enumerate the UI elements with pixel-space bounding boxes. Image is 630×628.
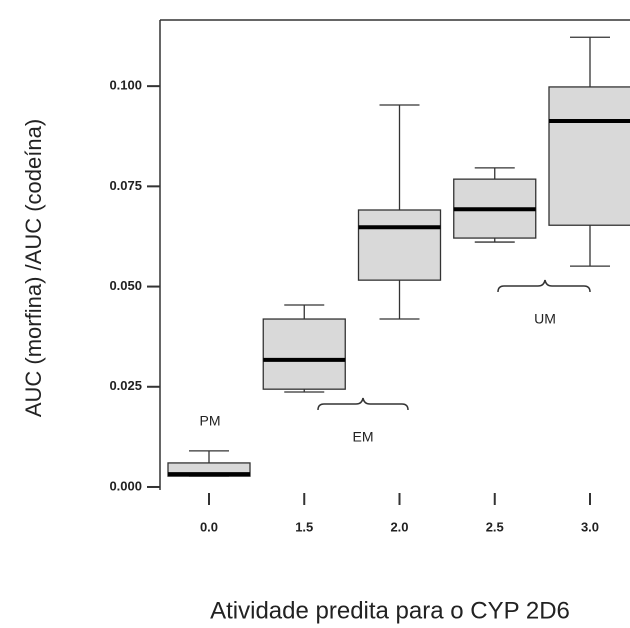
- y-axis-label: AUC (morfina) /AUC (codeína): [21, 119, 46, 417]
- y-tick-label: 0.050: [109, 278, 142, 293]
- brace: [317, 397, 409, 411]
- annotation: UM: [534, 311, 556, 327]
- y-tick-label: 0.100: [109, 78, 142, 93]
- x-tick-label: 2.5: [486, 519, 504, 534]
- y-tick-label: 0.025: [109, 378, 142, 393]
- y-tick-label: 0.075: [109, 178, 142, 193]
- annotation: PM: [200, 413, 221, 429]
- box: [357, 209, 442, 281]
- x-tick-label: 1.5: [295, 519, 313, 534]
- x-tick-label: 0.0: [200, 519, 218, 534]
- box: [262, 318, 346, 390]
- box: [548, 86, 630, 226]
- x-tick-label: 2.0: [390, 519, 408, 534]
- x-axis-label: Atividade predita para o CYP 2D6: [210, 597, 570, 624]
- brace: [497, 279, 591, 293]
- x-tick-label: 3.0: [581, 519, 599, 534]
- annotation: EM: [353, 429, 374, 445]
- y-tick-label: 0.000: [109, 478, 142, 493]
